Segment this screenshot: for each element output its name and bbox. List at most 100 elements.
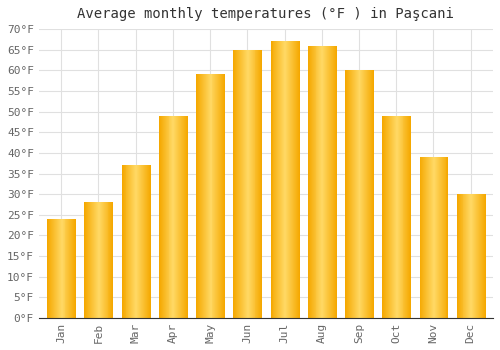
Bar [286, 41, 287, 318]
Bar [309, 46, 310, 318]
Bar [122, 165, 124, 318]
Bar [384, 116, 385, 318]
Bar [280, 41, 281, 318]
Bar [174, 116, 176, 318]
Bar [221, 75, 222, 318]
Bar [128, 165, 130, 318]
Bar [483, 194, 484, 318]
Bar [250, 50, 252, 318]
Bar [234, 50, 236, 318]
Bar [422, 157, 424, 318]
Bar [409, 116, 410, 318]
Bar [162, 116, 164, 318]
Bar [473, 194, 474, 318]
Bar [364, 70, 366, 318]
Bar [146, 165, 148, 318]
Bar [457, 194, 458, 318]
Bar [180, 116, 181, 318]
Bar [242, 50, 243, 318]
Bar [249, 50, 250, 318]
Bar [110, 202, 112, 318]
Bar [238, 50, 239, 318]
Bar [133, 165, 134, 318]
Bar [368, 70, 369, 318]
Bar [260, 50, 262, 318]
Bar [186, 116, 187, 318]
Bar [336, 46, 337, 318]
Bar [353, 70, 354, 318]
Bar [132, 165, 134, 318]
Bar [291, 41, 292, 318]
Bar [396, 116, 397, 318]
Bar [176, 116, 177, 318]
Bar [436, 157, 437, 318]
Bar [239, 50, 240, 318]
Bar [314, 46, 316, 318]
Bar [184, 116, 185, 318]
Bar [284, 41, 285, 318]
Bar [296, 41, 298, 318]
Bar [212, 75, 214, 318]
Bar [206, 75, 208, 318]
Bar [393, 116, 394, 318]
Bar [95, 202, 96, 318]
Bar [327, 46, 328, 318]
Bar [240, 50, 241, 318]
Bar [202, 75, 203, 318]
Bar [325, 46, 326, 318]
Bar [426, 157, 428, 318]
Bar [404, 116, 406, 318]
Bar [179, 116, 180, 318]
Bar [334, 46, 335, 318]
Bar [471, 194, 472, 318]
Bar [290, 41, 291, 318]
Bar [182, 116, 183, 318]
Bar [372, 70, 373, 318]
Bar [162, 116, 163, 318]
Bar [53, 219, 54, 318]
Bar [424, 157, 426, 318]
Bar [200, 75, 201, 318]
Bar [331, 46, 332, 318]
Bar [101, 202, 102, 318]
Bar [438, 157, 439, 318]
Bar [272, 41, 274, 318]
Bar [90, 202, 91, 318]
Bar [383, 116, 384, 318]
Bar [55, 219, 56, 318]
Bar [434, 157, 435, 318]
Bar [148, 165, 150, 318]
Bar [141, 165, 142, 318]
Bar [197, 75, 198, 318]
Bar [276, 41, 278, 318]
Bar [56, 219, 57, 318]
Bar [332, 46, 333, 318]
Bar [220, 75, 221, 318]
Bar [322, 46, 324, 318]
Bar [370, 70, 371, 318]
Bar [480, 194, 481, 318]
Bar [106, 202, 108, 318]
Bar [214, 75, 216, 318]
Bar [57, 219, 58, 318]
Bar [138, 165, 139, 318]
Bar [178, 116, 179, 318]
Bar [222, 75, 223, 318]
Bar [237, 50, 238, 318]
Bar [256, 50, 258, 318]
Bar [50, 219, 51, 318]
Bar [476, 194, 477, 318]
Bar [166, 116, 168, 318]
Bar [440, 157, 441, 318]
Bar [360, 70, 362, 318]
Bar [323, 46, 324, 318]
Bar [282, 41, 283, 318]
Bar [199, 75, 200, 318]
Bar [198, 75, 199, 318]
Bar [94, 202, 95, 318]
Bar [144, 165, 145, 318]
Bar [48, 219, 49, 318]
Bar [289, 41, 290, 318]
Bar [432, 157, 433, 318]
Bar [75, 219, 76, 318]
